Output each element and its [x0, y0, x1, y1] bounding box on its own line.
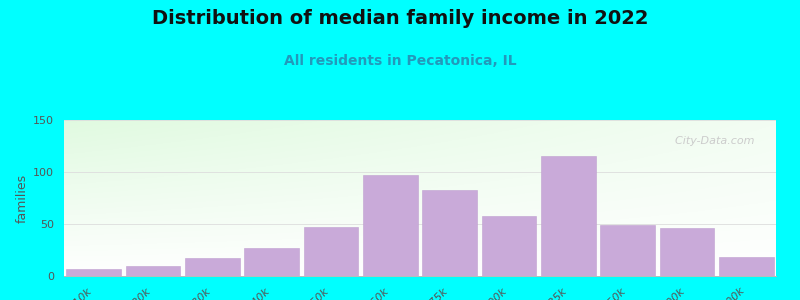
- Text: All residents in Pecatonica, IL: All residents in Pecatonica, IL: [284, 54, 516, 68]
- Bar: [304, 227, 358, 276]
- Text: City-Data.com: City-Data.com: [668, 136, 754, 146]
- Bar: [600, 225, 655, 276]
- Text: Distribution of median family income in 2022: Distribution of median family income in …: [152, 9, 648, 28]
- Bar: [185, 258, 240, 276]
- Bar: [660, 228, 714, 276]
- Bar: [66, 269, 121, 276]
- Bar: [422, 190, 477, 276]
- Bar: [482, 216, 536, 276]
- Bar: [719, 257, 774, 276]
- Bar: [363, 175, 418, 276]
- Bar: [541, 156, 596, 276]
- Bar: [244, 248, 299, 276]
- Y-axis label: families: families: [16, 173, 29, 223]
- Bar: [126, 266, 180, 276]
